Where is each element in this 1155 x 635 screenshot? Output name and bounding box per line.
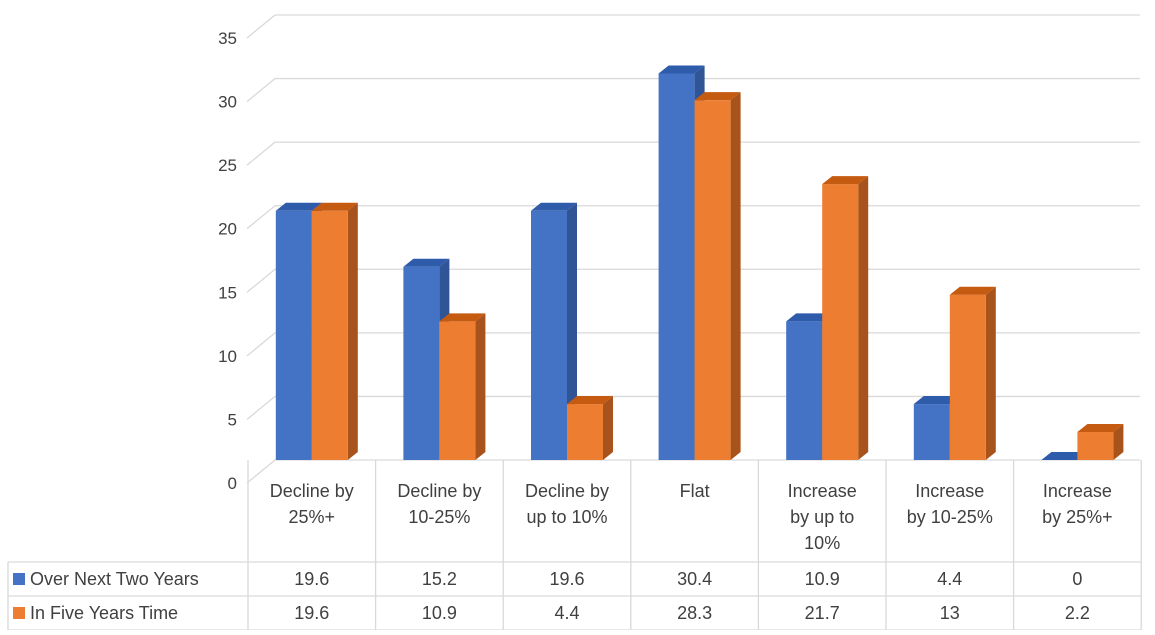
bar-front-face — [694, 100, 731, 460]
bar-top-face — [403, 258, 450, 267]
bar — [949, 286, 996, 460]
y-tick-label: 30 — [218, 93, 237, 112]
category-label: Decline by 25%+ — [270, 481, 354, 527]
bar-front-face — [311, 210, 348, 460]
data-value-label: 19.6 — [549, 569, 584, 589]
bar-side-face — [985, 286, 996, 460]
category-label: Increase by 10-25% — [907, 481, 993, 527]
y-tick-label: 5 — [228, 410, 237, 429]
y-axis-ticks: 0 5 10 15 20 25 30 35 — [218, 29, 237, 493]
bar-top-face — [949, 286, 996, 295]
category-label: Increase by up to 10% — [788, 481, 857, 553]
bar — [1077, 424, 1124, 460]
bar-top-face — [275, 202, 322, 211]
data-value-label: 2.2 — [1065, 603, 1090, 623]
bar-front-face — [403, 266, 440, 460]
gridline — [246, 459, 1140, 484]
category-label: Decline by up to 10% — [525, 481, 609, 527]
bar-front-face — [949, 294, 986, 460]
bar-front-face — [531, 210, 567, 460]
bar-front-face — [786, 321, 823, 460]
bar-top-face — [913, 396, 960, 405]
legend-key — [13, 573, 25, 585]
bar-side-face — [567, 202, 577, 461]
bar-front-face — [1077, 432, 1114, 460]
legend-key — [13, 607, 25, 619]
bar-side-face — [1113, 424, 1124, 460]
data-value-label: 4.4 — [554, 603, 579, 623]
bars-layer — [275, 65, 1124, 461]
data-table: Decline by 25%+ Decline by 10-25% Decline by… — [7, 460, 1142, 631]
data-value-label: 0 — [1072, 569, 1082, 589]
gridline — [246, 77, 1140, 103]
bar-top-face — [694, 92, 741, 101]
data-value-label: 10.9 — [805, 569, 840, 589]
bar-top-face — [311, 202, 358, 211]
category-label: Increase by 25%+ — [1042, 481, 1113, 527]
bar-side-face — [603, 396, 613, 460]
y-tick-label: 0 — [228, 474, 237, 493]
data-value-label: 10.9 — [422, 603, 457, 623]
bar-front-face — [439, 321, 476, 460]
bar-front-face — [913, 404, 950, 460]
category-label: Decline by 10-25% — [397, 481, 481, 527]
bar — [567, 396, 613, 460]
y-tick-label: 10 — [218, 347, 237, 366]
bar-side-face — [475, 313, 486, 460]
bar-side-face — [858, 176, 869, 460]
bar-top-face — [1041, 452, 1088, 460]
bar-top-face — [658, 65, 705, 74]
bar — [694, 92, 741, 460]
y-tick-label: 15 — [218, 283, 237, 302]
bar — [531, 202, 577, 461]
bar — [822, 176, 869, 460]
bar-top-face — [439, 313, 486, 322]
data-value-label: 4.4 — [937, 569, 962, 589]
bar-top-face — [1077, 424, 1124, 433]
gridline — [246, 141, 1140, 166]
gridline — [246, 14, 1140, 39]
data-value-label: 21.7 — [805, 603, 840, 623]
bar — [439, 313, 486, 460]
data-value-label: 30.4 — [677, 569, 712, 589]
category-label: Flat — [680, 481, 710, 501]
legend-series-name: Over Next Two Years — [30, 569, 199, 589]
bar-front-face — [567, 404, 603, 460]
data-value-label: 15.2 — [422, 569, 457, 589]
data-value-label: 28.3 — [677, 603, 712, 623]
legend-series-name: In Five Years Time — [30, 603, 178, 623]
bar-side-face — [730, 92, 741, 460]
bar-front-face — [275, 210, 312, 460]
bar-top-face — [567, 396, 613, 405]
bar-top-face — [531, 202, 577, 211]
bar-side-face — [347, 202, 358, 461]
y-tick-label: 20 — [218, 220, 237, 239]
y-tick-label: 25 — [218, 156, 237, 175]
bar-front-face — [658, 73, 695, 460]
bar-top-face — [786, 313, 833, 322]
bar-front-face — [822, 184, 859, 460]
bar — [311, 202, 358, 461]
data-value-label: 19.6 — [294, 569, 329, 589]
data-value-label: 19.6 — [294, 603, 329, 623]
y-tick-label: 35 — [218, 29, 237, 48]
bar — [1041, 452, 1088, 460]
grid-layer — [246, 14, 1140, 484]
bar-top-face — [822, 176, 869, 185]
data-value-label: 13 — [940, 603, 960, 623]
